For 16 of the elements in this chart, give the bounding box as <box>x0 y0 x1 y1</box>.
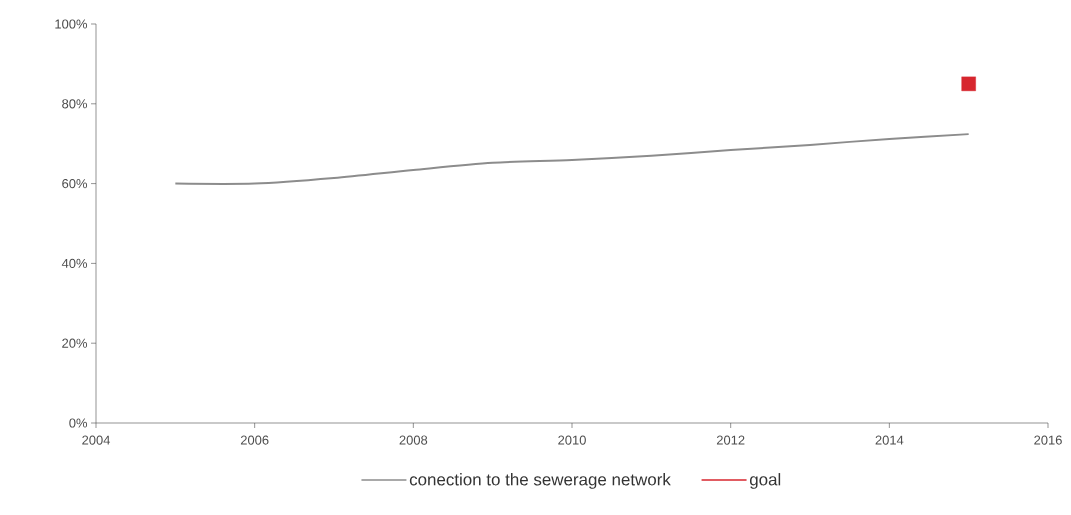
y-tick-label: 20% <box>62 338 88 348</box>
y-tick-label: 100% <box>55 19 88 29</box>
x-tick-label: 2008 <box>399 435 428 445</box>
line-series <box>174 133 970 185</box>
y-tick-label: 60% <box>62 179 88 189</box>
x-tick-label: 2016 <box>1034 435 1062 445</box>
x-tick-label: 2012 <box>716 435 745 445</box>
y-tick-label: 40% <box>61 258 88 268</box>
legend-label: conection to the sewerage network <box>409 473 671 489</box>
legend-label: goal <box>749 473 781 489</box>
x-tick-label: 2004 <box>82 435 111 445</box>
y-tick-label: 80% <box>62 99 88 109</box>
x-tick-label: 2006 <box>240 435 269 445</box>
y-tick-label: 0% <box>69 418 88 428</box>
x-tick-label: 2010 <box>558 435 586 445</box>
x-tick-label: 2014 <box>875 435 904 445</box>
